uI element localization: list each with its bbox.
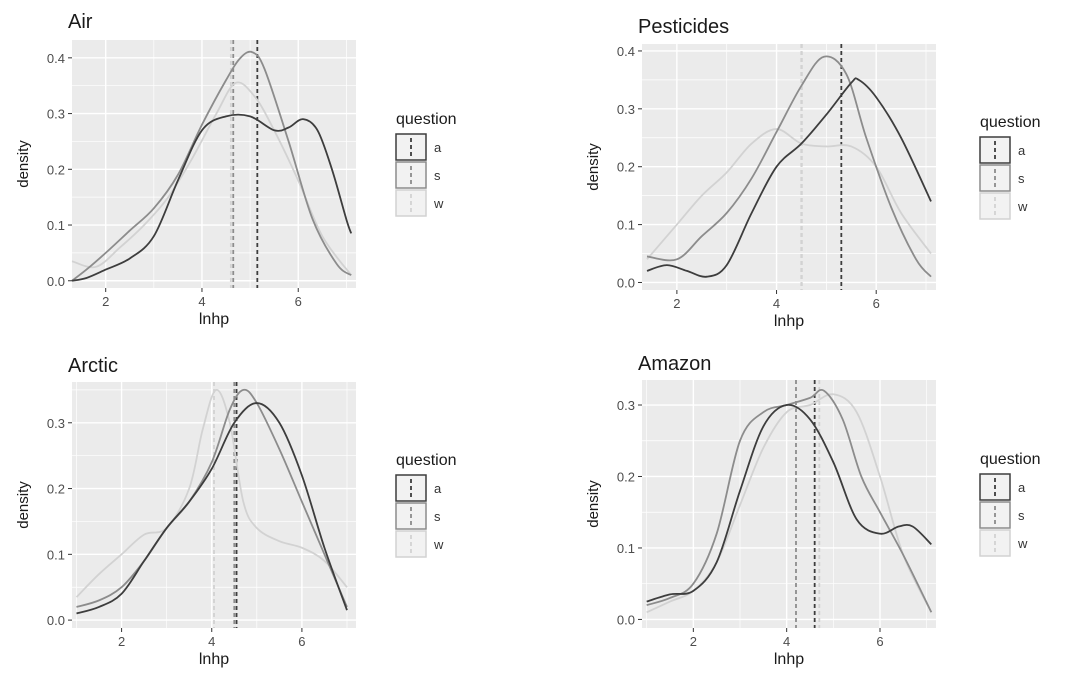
density-line-a: [646, 77, 932, 278]
panel-amazon: Amazon 0.0 0.1 0.2 0.3 2 4 6 lnhp density que…: [585, 353, 1041, 668]
x-tick-label: 2: [118, 634, 125, 649]
density-curves: [71, 50, 353, 282]
density-line-a: [646, 403, 932, 603]
chart-title: Air: [68, 11, 93, 33]
legend-label-s: s: [434, 509, 441, 524]
y-axis-label: density: [15, 481, 32, 529]
y-tick-label: 0.3: [617, 398, 635, 413]
y-axis-label: density: [585, 143, 602, 191]
mean-lines: [229, 40, 259, 288]
y-tick-label: 0.1: [47, 218, 65, 233]
y-tick-label: 0.4: [47, 51, 65, 66]
density-line-s: [76, 388, 348, 608]
x-axis-label: lnhp: [774, 651, 804, 668]
legend-label-w: w: [433, 196, 444, 211]
legend-label-w: w: [1017, 199, 1028, 214]
y-tick-label: 0.0: [47, 613, 65, 628]
legend-label-a: a: [434, 140, 442, 155]
density-line-s: [71, 50, 352, 282]
legend-label-w: w: [1017, 536, 1028, 551]
x-tick-label: 6: [873, 296, 880, 311]
x-axis-label: lnhp: [199, 651, 229, 668]
mean-lines: [213, 382, 238, 628]
y-axis-ticks: 0.0 0.1 0.2 0.3: [617, 398, 642, 627]
chart-title: Amazon: [638, 353, 711, 375]
y-axis-ticks: 0.0 0.1 0.2 0.3 0.4: [617, 44, 642, 290]
legend: question asw: [395, 111, 457, 217]
y-tick-label: 0.0: [617, 275, 635, 290]
density-line-a: [76, 402, 348, 615]
density-line-a: [71, 113, 353, 282]
x-axis-ticks: 2 4 6: [102, 288, 302, 309]
density-curves: [646, 389, 933, 614]
x-tick-label: 2: [690, 634, 697, 649]
y-tick-label: 0.2: [617, 160, 635, 175]
chart-title: Pesticides: [638, 16, 729, 38]
panel-air: Air 0.0 0.1 0.2 0.3 0.4 2 4 6 lnhp density que…: [15, 11, 457, 328]
legend-label-a: a: [434, 481, 442, 496]
density-curves: [646, 55, 932, 278]
legend-label-s: s: [1018, 508, 1025, 523]
x-axis-ticks: 2 4 6: [673, 290, 880, 311]
panel-pesticides: Pesticides 0.0 0.1 0.2 0.3 0.4 2 4 6 lnhp dens…: [585, 16, 1041, 330]
mean-lines: [800, 44, 843, 290]
legend-title: question: [980, 114, 1041, 131]
y-tick-label: 0.4: [617, 44, 635, 59]
legend-title: question: [396, 111, 457, 128]
density-line-w: [646, 128, 932, 260]
y-tick-label: 0.3: [47, 416, 65, 431]
legend-label-a: a: [1018, 143, 1026, 158]
chart-title: Arctic: [68, 355, 118, 377]
y-tick-label: 0.3: [47, 107, 65, 122]
y-axis-label: density: [15, 140, 32, 188]
gridlines: [72, 40, 356, 288]
legend-label-w: w: [433, 537, 444, 552]
legend-label-a: a: [1018, 480, 1026, 495]
y-tick-label: 0.1: [617, 218, 635, 233]
x-axis-label: lnhp: [199, 311, 229, 328]
x-tick-label: 4: [773, 296, 780, 311]
y-tick-label: 0.2: [617, 469, 635, 484]
legend-title: question: [396, 452, 457, 469]
x-tick-label: 4: [783, 634, 790, 649]
x-tick-label: 4: [208, 634, 215, 649]
y-axis-ticks: 0.0 0.1 0.2 0.3: [47, 416, 72, 628]
legend: question asw: [395, 452, 457, 558]
y-tick-label: 0.1: [617, 541, 635, 556]
y-tick-label: 0.0: [617, 612, 635, 627]
x-axis-ticks: 2 4 6: [690, 628, 884, 649]
y-tick-label: 0.1: [47, 547, 65, 562]
density-curves: [75, 388, 348, 615]
x-axis-label: lnhp: [774, 313, 804, 330]
x-tick-label: 6: [295, 294, 302, 309]
density-line-w: [71, 81, 352, 276]
y-tick-label: 0.0: [47, 274, 65, 289]
y-axis-ticks: 0.0 0.1 0.2 0.3 0.4: [47, 51, 72, 289]
x-tick-label: 2: [673, 296, 680, 311]
legend: question asw: [979, 114, 1041, 220]
legend: question asw: [979, 451, 1041, 557]
legend-label-s: s: [434, 168, 441, 183]
x-tick-label: 2: [102, 294, 109, 309]
legend-title: question: [980, 451, 1041, 468]
density-line-s: [646, 389, 933, 613]
density-line-w: [75, 389, 348, 598]
x-tick-label: 4: [198, 294, 205, 309]
panel-arctic: Arctic 0.0 0.1 0.2 0.3 2 4 6 lnhp density que…: [15, 355, 457, 668]
y-tick-label: 0.2: [47, 162, 65, 177]
x-tick-label: 6: [298, 634, 305, 649]
y-tick-label: 0.2: [47, 482, 65, 497]
mean-lines: [795, 380, 821, 628]
legend-label-s: s: [1018, 171, 1025, 186]
density-line-s: [646, 55, 932, 278]
y-axis-label: density: [585, 480, 602, 528]
plot-background: [72, 40, 356, 288]
y-tick-label: 0.3: [617, 102, 635, 117]
x-axis-ticks: 2 4 6: [118, 628, 306, 649]
x-tick-label: 6: [876, 634, 883, 649]
